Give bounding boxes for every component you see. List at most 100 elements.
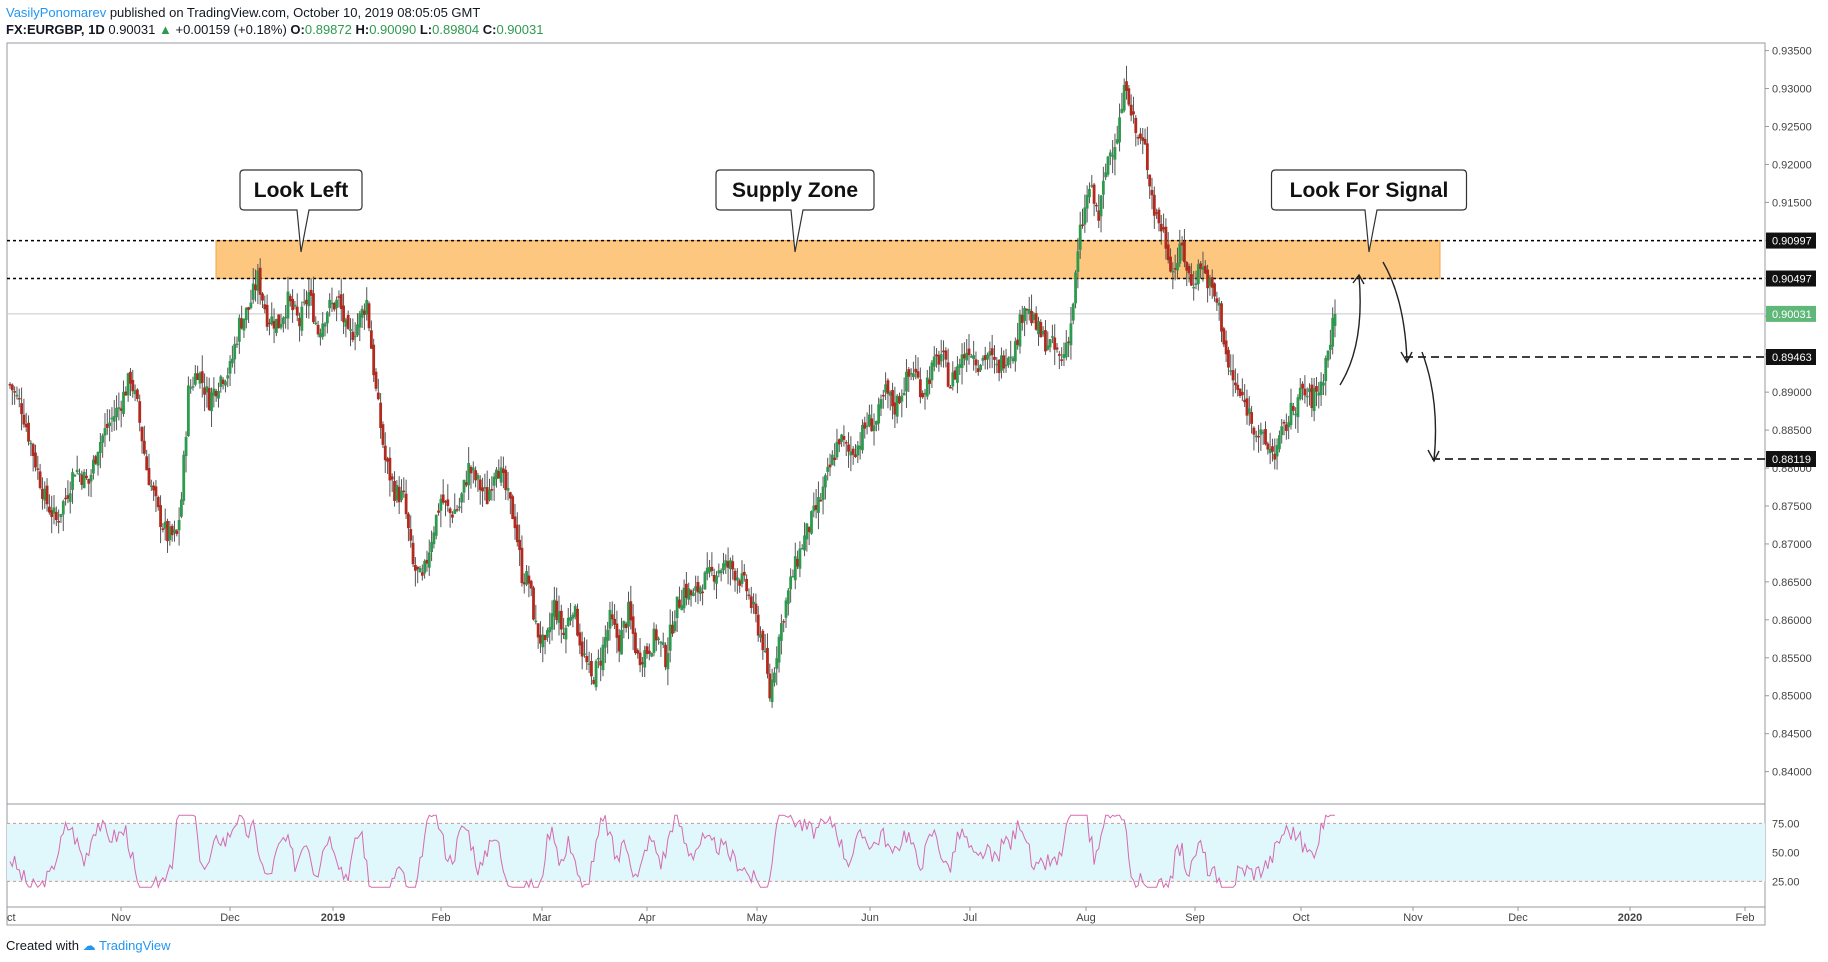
- candle: [647, 643, 651, 661]
- candle-body: [1187, 266, 1191, 274]
- candle: [645, 643, 649, 659]
- candle: [221, 377, 225, 390]
- candle: [594, 659, 598, 691]
- candle-body: [502, 468, 505, 474]
- candle-body: [163, 521, 167, 529]
- candle: [805, 522, 809, 552]
- candle: [1203, 260, 1207, 275]
- candle: [191, 376, 195, 391]
- candle-body: [886, 380, 890, 394]
- candle: [1201, 251, 1205, 282]
- candle-body: [460, 493, 464, 503]
- author-link[interactable]: VasilyPonomarev: [6, 5, 107, 20]
- tradingview-link[interactable]: TradingView: [99, 938, 171, 953]
- candle: [374, 368, 378, 392]
- candle-body: [1004, 364, 1008, 367]
- candle: [268, 318, 271, 336]
- candle-body: [356, 324, 359, 336]
- candle: [207, 377, 211, 411]
- candle-body: [613, 618, 616, 625]
- candle-body: [233, 344, 237, 360]
- candle: [972, 340, 976, 371]
- candle: [488, 478, 491, 502]
- candle: [585, 639, 589, 671]
- candle: [1326, 350, 1330, 368]
- candle: [615, 610, 619, 654]
- candle-body: [1020, 314, 1024, 323]
- candle-body: [15, 394, 19, 397]
- candle: [27, 415, 30, 446]
- candle-body: [738, 580, 742, 586]
- candle: [437, 503, 440, 516]
- candle-body: [1092, 184, 1096, 204]
- candle-body: [849, 451, 853, 456]
- candle: [654, 624, 658, 652]
- candle-body: [140, 427, 144, 442]
- candle-body: [374, 371, 378, 389]
- candle-body: [407, 513, 410, 529]
- rsi-tick-label: 75.00: [1772, 818, 1800, 830]
- candle-body: [731, 561, 735, 570]
- candle: [1315, 377, 1318, 407]
- candle-body: [793, 556, 797, 581]
- candle: [543, 634, 547, 655]
- candle: [726, 547, 730, 585]
- candle: [613, 604, 616, 629]
- candle-body: [527, 575, 531, 584]
- candle: [277, 314, 281, 329]
- candle-body: [1185, 262, 1189, 271]
- price-label: 0.90031: [1772, 309, 1812, 321]
- candle-body: [230, 358, 234, 364]
- candle: [703, 570, 707, 590]
- candle: [154, 479, 158, 513]
- candle-body: [1192, 286, 1196, 289]
- candle-body: [261, 293, 264, 301]
- candle-body: [1194, 283, 1198, 285]
- candle: [64, 487, 67, 506]
- candle-body: [724, 560, 728, 567]
- publish-info: published on TradingView.com, October 10…: [109, 5, 481, 20]
- candle: [777, 634, 781, 673]
- candle: [131, 369, 135, 398]
- candle-body: [1145, 143, 1149, 171]
- candle-body: [1169, 256, 1172, 272]
- candle: [75, 455, 79, 475]
- candle-body: [932, 356, 936, 367]
- candle-body: [1069, 323, 1073, 346]
- x-tick-label: Jun: [861, 912, 879, 924]
- candle-body: [1060, 359, 1064, 361]
- candle: [1037, 316, 1040, 346]
- candle: [358, 310, 362, 342]
- candle: [884, 372, 888, 401]
- candle-body: [1196, 264, 1200, 285]
- candle-body: [1215, 298, 1219, 303]
- candle-body: [617, 635, 621, 652]
- candle: [365, 287, 369, 321]
- candle-body: [237, 317, 241, 342]
- candle-body: [1067, 341, 1071, 344]
- candle: [921, 390, 925, 399]
- candle-body: [142, 440, 146, 454]
- candle-body: [1106, 156, 1110, 175]
- candle: [284, 304, 288, 329]
- candle: [1104, 163, 1108, 181]
- candle-body: [159, 505, 162, 528]
- candle: [439, 494, 443, 528]
- candle-body: [36, 468, 40, 470]
- candle-body: [1298, 387, 1302, 400]
- candle: [1333, 299, 1337, 338]
- candle-body: [960, 354, 964, 368]
- candle-body: [379, 402, 383, 429]
- candle-body: [490, 489, 494, 491]
- candle-body: [319, 333, 322, 338]
- created-with-label: Created with: [6, 938, 79, 953]
- candle-body: [1081, 224, 1084, 227]
- x-tick-label: May: [747, 912, 768, 924]
- candle-body: [1231, 370, 1235, 381]
- candle-body: [485, 487, 489, 505]
- symbol-label: FX:EURGBP, 1D: [6, 22, 105, 37]
- candle: [888, 390, 892, 411]
- candle-body: [152, 485, 156, 491]
- candle-body: [895, 395, 899, 417]
